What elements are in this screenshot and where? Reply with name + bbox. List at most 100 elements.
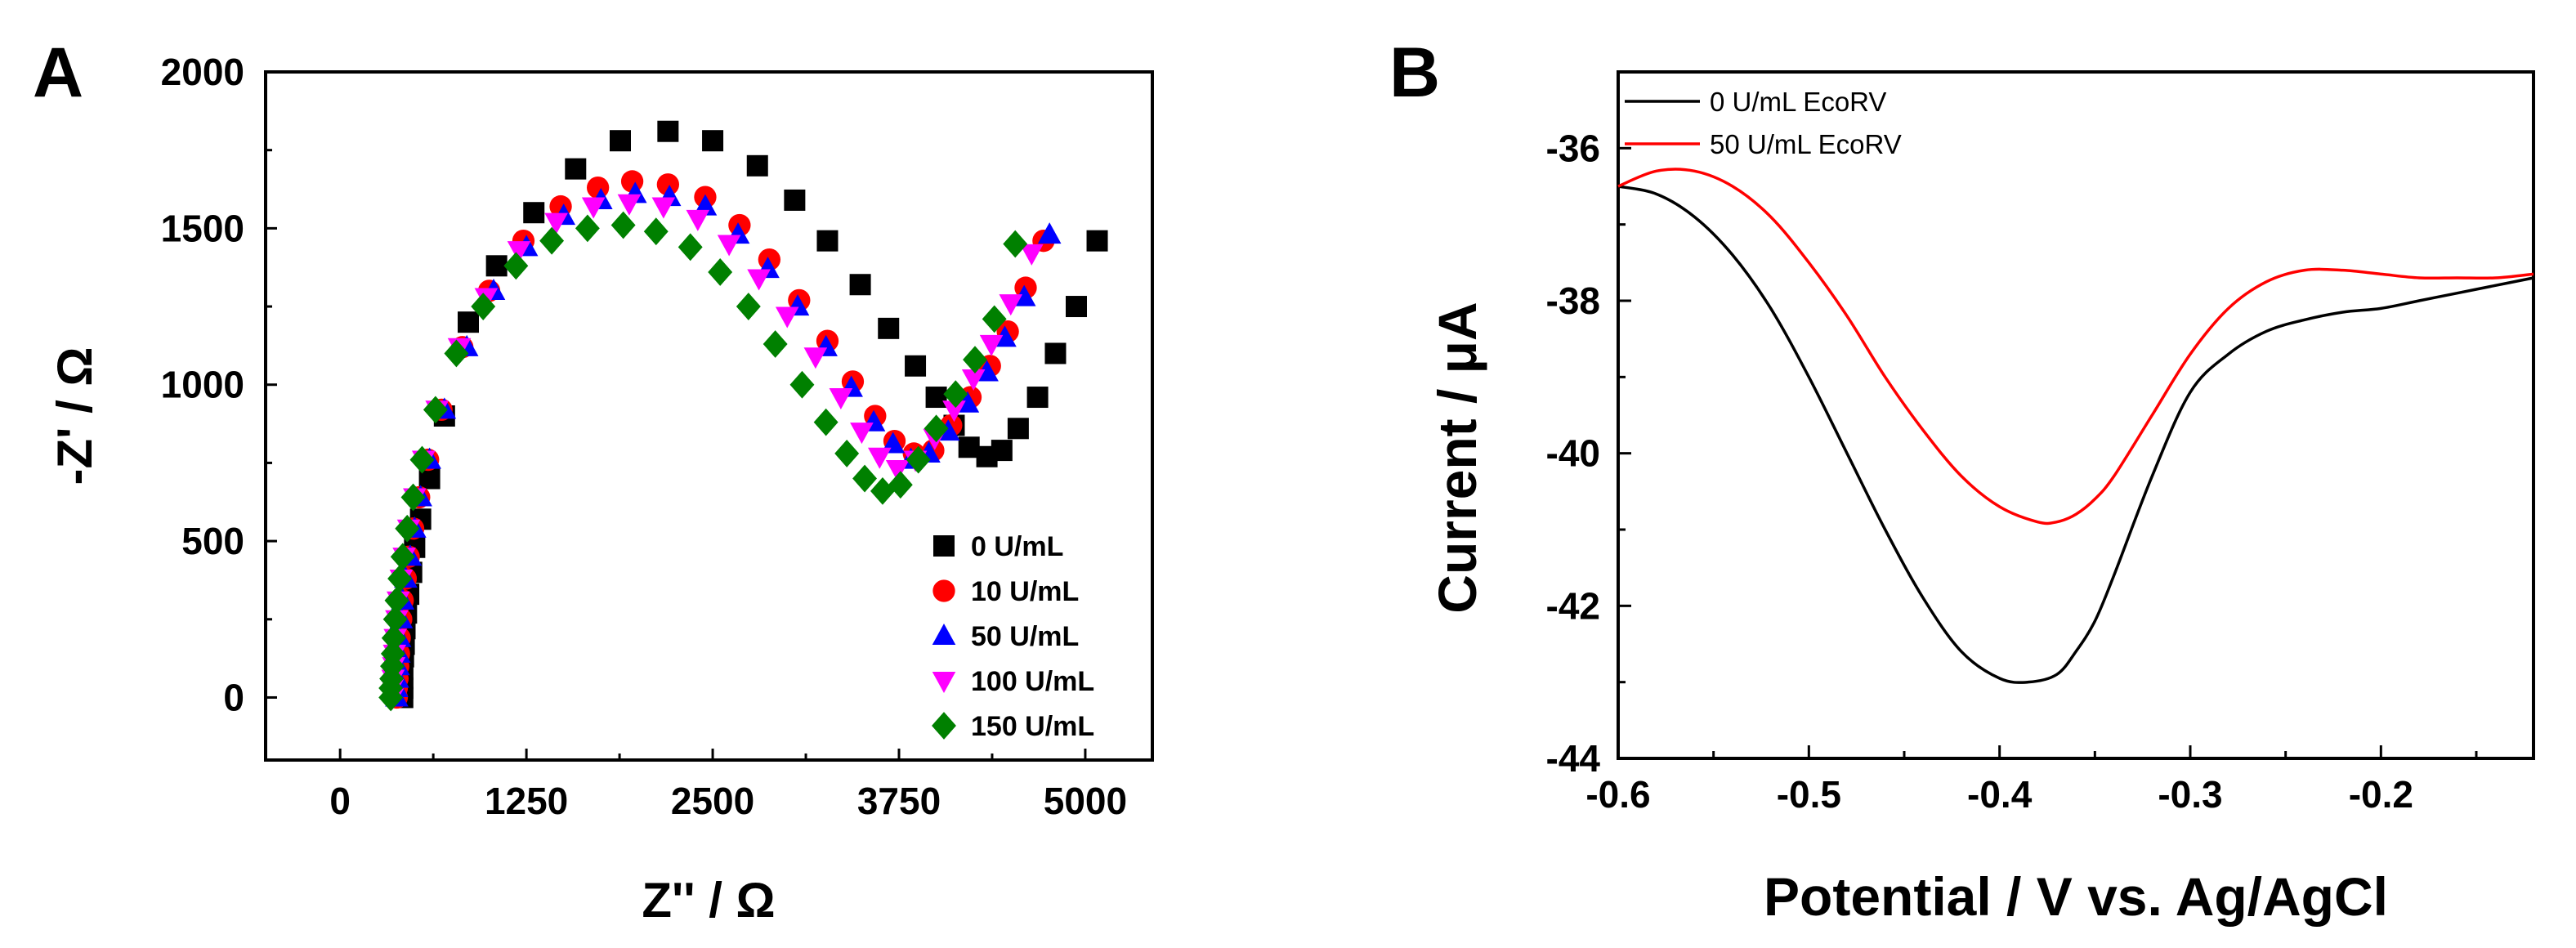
data-point: [444, 339, 469, 368]
data-point: [736, 293, 761, 320]
data-point: [702, 130, 724, 152]
b-xtick-label: -0.4: [1967, 773, 2033, 816]
legend-label: 0 U/mL EcoRV: [1710, 87, 1886, 117]
data-point: [834, 440, 860, 467]
panel-a-legend: 0 U/mL 10 U/mL 50 U/mL 100 U/mL 150 U/mL: [932, 531, 1094, 742]
data-point: [816, 230, 839, 252]
data-point: [387, 565, 413, 592]
data-point: [678, 233, 703, 262]
data-point: [852, 464, 878, 493]
data-point: [423, 396, 448, 424]
data-point: [982, 305, 1007, 333]
panel-a-data-points: [378, 120, 1108, 712]
panel-a-letter: A: [33, 34, 83, 112]
data-point: [1066, 296, 1087, 318]
data-point: [686, 209, 710, 231]
data-point: [943, 380, 968, 409]
data-point: [575, 214, 600, 243]
b-xtick-label: -0.3: [2158, 773, 2222, 816]
data-point: [708, 258, 733, 286]
a-ytick-label: 500: [181, 520, 244, 562]
data-point: [507, 241, 531, 263]
b-ytick-label: -40: [1546, 432, 1600, 475]
panel-b-y-axis-title: Current / μA: [1427, 302, 1487, 613]
data-point: [581, 197, 606, 219]
a-ytick-label: 1000: [161, 364, 244, 406]
a-xtick-label: 5000: [1044, 780, 1127, 822]
data-point: [942, 400, 966, 423]
data-point: [395, 514, 420, 543]
data-point: [384, 586, 409, 615]
data-point: [829, 387, 853, 409]
data-point: [610, 211, 636, 239]
data-point: [458, 311, 479, 333]
data-point: [1086, 230, 1108, 252]
b-xtick-label: -0.6: [1585, 773, 1650, 816]
data-point: [849, 274, 871, 296]
data-point: [503, 252, 529, 280]
data-point: [656, 173, 680, 196]
legend-label: 0 U/mL: [971, 531, 1063, 562]
legend-marker-50-u-ml: [932, 624, 956, 646]
data-point: [400, 483, 426, 512]
data-point: [382, 605, 408, 633]
a-xtick-label: 3750: [857, 780, 941, 822]
data-point: [485, 255, 508, 277]
data-point: [380, 639, 405, 668]
a-ytick-label: 1500: [161, 207, 244, 249]
a-xtick-label: 2500: [671, 780, 754, 822]
data-point: [878, 317, 900, 339]
data-point: [617, 194, 642, 216]
legend-label: 100 U/mL: [971, 666, 1094, 697]
panel-b-series-lines: [1617, 168, 2534, 684]
data-point: [789, 370, 815, 399]
data-point: [747, 269, 771, 291]
data-point: [888, 471, 913, 499]
panel-b-xtick-labels: -0.6 -0.5 -0.4 -0.3 -0.2: [1585, 773, 2413, 816]
data-point: [471, 293, 496, 320]
a-ytick-label: 0: [223, 676, 244, 718]
panel-b-ytick-labels: -44 -42 -40 -38 -36: [1546, 127, 1601, 780]
panel-b-plot-frame: [1617, 70, 2535, 760]
data-point: [763, 330, 788, 358]
a-ytick-label: 2000: [161, 51, 244, 93]
legend-label: 150 U/mL: [971, 711, 1094, 742]
data-point: [544, 212, 568, 235]
b-xtick-label: -0.2: [2349, 773, 2413, 816]
data-point: [1037, 222, 1062, 244]
legend-label: 50 U/mL EcoRV: [1710, 129, 1902, 159]
data-point: [925, 387, 947, 409]
series-line-50-u-ml-ecorv: [1617, 168, 2534, 525]
data-point: [885, 460, 910, 482]
b-ytick-label: -44: [1546, 737, 1601, 780]
legend-marker-0-u-ml: [933, 535, 955, 557]
data-point: [870, 476, 895, 505]
legend-label: 50 U/mL: [971, 621, 1079, 652]
series-150-u-ml: [378, 211, 1028, 712]
panel-b-letter: B: [1389, 34, 1440, 112]
panel-a-xtick-labels: 0 1250 2500 3750 5000: [329, 780, 1127, 822]
panel-b-x-axis-title: Potential / V vs. Ag/AgCl: [1764, 866, 2388, 927]
data-point: [539, 226, 565, 255]
data-point: [717, 235, 741, 257]
data-point: [803, 347, 828, 369]
series-0-u-ml: [391, 120, 1108, 709]
data-point: [651, 197, 676, 219]
panel-a: A 0 1250 2500 3750 5000 0 500 1000 1500 …: [33, 34, 1154, 928]
data-point: [963, 346, 987, 374]
panel-b-ticks: [1617, 70, 2478, 760]
panel-a-x-axis-title: Z'' / Ω: [642, 873, 775, 928]
legend-marker-150-u-ml: [932, 712, 956, 740]
data-point: [1019, 244, 1044, 266]
b-ytick-label: -42: [1546, 584, 1600, 627]
data-point: [813, 408, 839, 436]
b-ytick-label: -36: [1546, 127, 1600, 169]
data-point: [643, 217, 669, 246]
a-xtick-label: 0: [329, 780, 351, 822]
data-point: [906, 445, 931, 474]
data-point: [775, 306, 799, 329]
data-point: [961, 369, 986, 391]
data-point: [1003, 230, 1028, 258]
panel-a-y-axis-title: -Z' / Ω: [47, 347, 102, 485]
b-xtick-label: -0.5: [1777, 773, 1841, 816]
